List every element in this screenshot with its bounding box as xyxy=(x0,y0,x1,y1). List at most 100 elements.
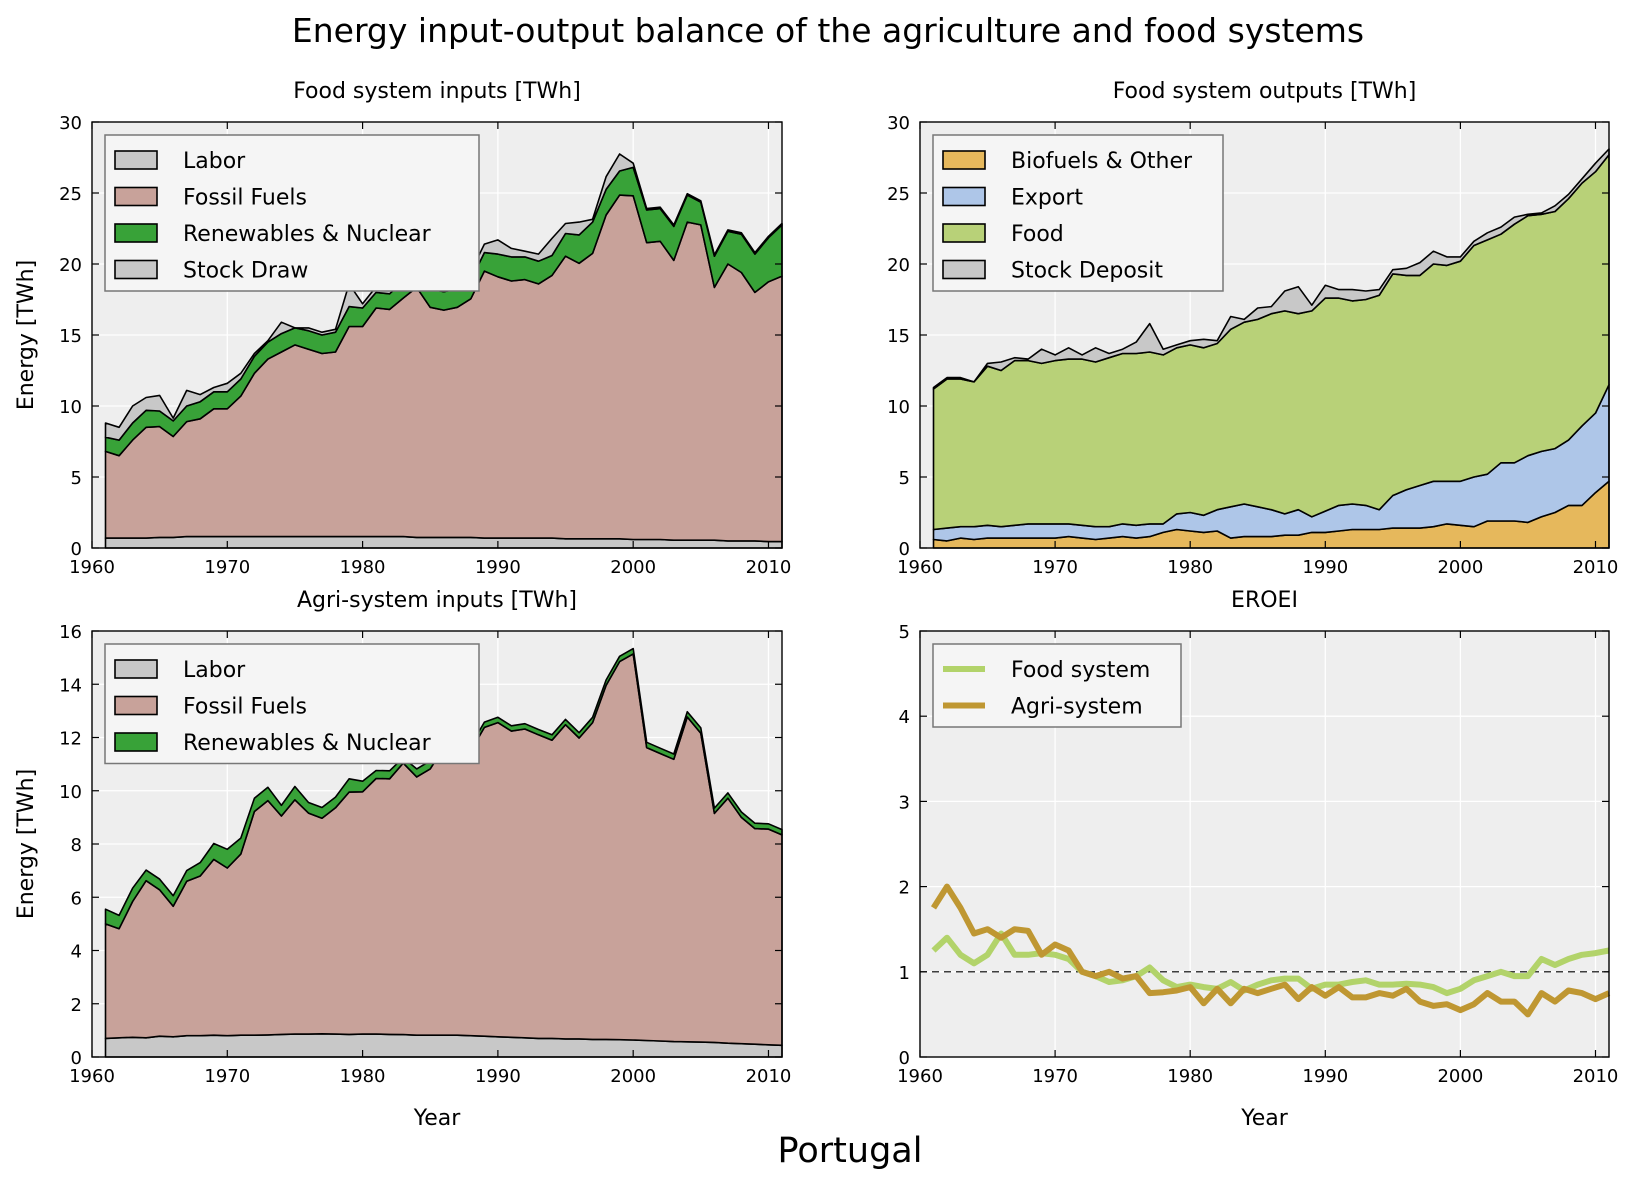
axis-ticks: 1960 1970 1980 1990 2000 2010 0 1 2 3 4 5 xyxy=(897,622,1618,1087)
y-tick-label: 15 xyxy=(887,326,910,347)
legend-swatch xyxy=(942,259,986,280)
legend-swatch xyxy=(942,223,986,243)
x-tick-label: 2010 xyxy=(746,557,792,578)
legend: Labor Fossil Fuels Renewables & Nuclear Sto… xyxy=(104,134,480,292)
legend-swatch xyxy=(942,186,986,207)
x-tick-label: 2000 xyxy=(610,557,656,578)
legend-box xyxy=(104,643,480,765)
figure-footer: Portugal xyxy=(778,1131,923,1171)
x-tick-label: 1970 xyxy=(204,1066,250,1087)
chart-food_inputs: 1960 1970 1980 1990 2000 2010 0 5 10 15 20 25 30 Food… xyxy=(14,79,791,578)
x-tick-label: 2000 xyxy=(1437,1066,1483,1087)
y-tick-label: 1 xyxy=(899,963,910,984)
legend-swatch xyxy=(114,259,158,280)
x-tick-label: 1990 xyxy=(475,1066,521,1087)
y-tick-label: 20 xyxy=(59,255,82,276)
x-tick-label: 1960 xyxy=(897,557,943,578)
chart-title: EROEI xyxy=(1231,588,1298,613)
x-tick-label: 1980 xyxy=(1167,557,1213,578)
legend-label: Stock Draw xyxy=(183,259,308,284)
y-tick-label: 0 xyxy=(71,539,82,560)
legend-label: Renewables & Nuclear xyxy=(183,222,432,247)
x-tick-label: 1980 xyxy=(340,557,386,578)
legend-label: Fossil Fuels xyxy=(183,186,307,211)
chart-agri_inputs: 1960 1970 1980 1990 2000 2010 0 2 4 6 8 10 12 14 16 Agr… xyxy=(14,588,791,1131)
x-tick-label: 1960 xyxy=(897,1066,943,1087)
legend-label: Biofuels & Other xyxy=(1011,149,1193,174)
x-tick-label: 1970 xyxy=(204,557,250,578)
y-tick-label: 5 xyxy=(899,468,910,489)
chart-eroei: 1960 1970 1980 1990 2000 2010 0 1 2 3 4 5 EROEI Year F… xyxy=(897,588,1618,1131)
legend-label: Renewables & Nuclear xyxy=(183,731,432,756)
legend-label: Fossil Fuels xyxy=(183,695,307,720)
y-axis-label: Energy [TWh] xyxy=(14,769,39,919)
legend-swatch xyxy=(942,150,986,170)
axis-ticks: 1960 1970 1980 1990 2000 2010 0 5 10 15 20 25 30 xyxy=(59,113,791,578)
y-tick-label: 0 xyxy=(71,1048,82,1069)
legend: Biofuels & Other Export Food Stock Deposit xyxy=(932,134,1224,292)
y-tick-label: 2 xyxy=(71,995,82,1016)
legend-swatch xyxy=(114,223,158,243)
legend-box xyxy=(104,134,480,292)
y-tick-label: 5 xyxy=(71,468,82,489)
panels: 1960 1970 1980 1990 2000 2010051015202530Food… xyxy=(14,79,1618,1131)
x-tick-label: 1990 xyxy=(475,557,521,578)
legend-label: Export xyxy=(1011,186,1083,211)
legend-swatch xyxy=(114,186,158,207)
y-tick-label: 2 xyxy=(899,878,910,899)
y-tick-label: 4 xyxy=(899,707,910,728)
y-tick-label: 5 xyxy=(899,622,910,643)
x-tick-label: 1990 xyxy=(1302,557,1348,578)
y-tick-label: 3 xyxy=(899,792,910,813)
y-tick-label: 30 xyxy=(59,113,82,134)
y-tick-label: 20 xyxy=(887,255,910,276)
chart-title: Food system outputs [TWh] xyxy=(1113,79,1417,104)
legend-label: Labor xyxy=(183,149,246,174)
plot-frame xyxy=(919,630,1610,1058)
legend-label: Food xyxy=(1011,222,1064,247)
x-tick-label: 1960 xyxy=(69,557,115,578)
figure-title: Energy input-output balance of the agric… xyxy=(292,11,1364,50)
y-tick-label: 10 xyxy=(59,397,82,418)
y-tick-label: 0 xyxy=(899,1048,910,1069)
x-tick-label: 1980 xyxy=(340,1066,386,1087)
x-tick-label: 1980 xyxy=(1167,1066,1213,1087)
chart-title: Agri-system inputs [TWh] xyxy=(297,588,577,613)
y-tick-label: 10 xyxy=(59,782,82,803)
chart-title: Food system inputs [TWh] xyxy=(293,79,581,104)
y-tick-label: 4 xyxy=(71,942,82,963)
y-tick-label: 14 xyxy=(59,675,82,696)
y-tick-label: 10 xyxy=(887,397,910,418)
axis-ticks: 1960 1970 1980 1990 2000 2010 0 2 4 6 8 10 12 14 16 xyxy=(59,622,791,1087)
legend-label: Labor xyxy=(183,658,246,683)
y-tick-label: 25 xyxy=(59,184,82,205)
legend-swatch xyxy=(114,659,158,679)
x-tick-label: 2000 xyxy=(610,1066,656,1087)
legend-swatch xyxy=(114,732,158,752)
x-tick-label: 2010 xyxy=(1573,1066,1619,1087)
y-tick-label: 8 xyxy=(71,835,82,856)
series-group xyxy=(920,883,1611,1018)
x-tick-label: 1970 xyxy=(1032,557,1078,578)
y-tick-label: 25 xyxy=(887,184,910,205)
x-axis-label: Year xyxy=(413,1106,462,1131)
legend-label: Stock Deposit xyxy=(1011,259,1163,284)
legend-box xyxy=(932,643,1182,728)
x-tick-label: 2000 xyxy=(1437,557,1483,578)
x-tick-label: 2010 xyxy=(746,1066,792,1087)
y-tick-label: 0 xyxy=(899,539,910,560)
legend: Labor Fossil Fuels Renewables & Nuclear xyxy=(104,643,480,765)
x-tick-label: 1960 xyxy=(69,1066,115,1087)
y-tick-label: 12 xyxy=(59,729,82,750)
x-tick-label: 1970 xyxy=(1032,1066,1078,1087)
legend-swatch xyxy=(114,150,158,170)
line-agri-system xyxy=(930,883,1611,1018)
axis-ticks: 1960 1970 1980 1990 2000 2010 0 5 10 15 20 25 30 xyxy=(887,113,1618,578)
legend-label: Agri-system xyxy=(1011,695,1143,720)
y-axis-label: Energy [TWh] xyxy=(14,260,39,410)
legend-label: Food system xyxy=(1011,658,1150,683)
legend-swatch xyxy=(114,695,158,716)
x-tick-label: 2010 xyxy=(1573,557,1619,578)
